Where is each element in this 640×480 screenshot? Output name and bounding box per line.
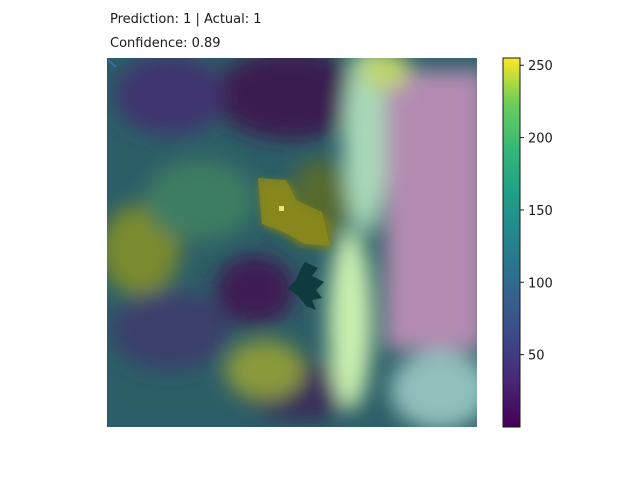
chart-title-prediction: Prediction: 1 | Actual: 1 [110, 12, 262, 27]
colorbar-tick-label: 100 [528, 276, 553, 291]
chart-title-confidence: Confidence: 0.89 [110, 36, 221, 51]
colorbar-tick-label: 200 [528, 132, 553, 147]
colorbar-tick-label: 250 [528, 59, 553, 74]
colorbar-tick-label: 50 [528, 349, 545, 364]
colorbar-gradient [502, 57, 521, 428]
colorbar-ticks: 50 100 150 200 250 [520, 59, 553, 364]
colorbar-tick-label: 150 [528, 204, 553, 219]
colorbar: 50 100 150 200 250 [502, 57, 553, 428]
heatmap-image [107, 58, 477, 427]
